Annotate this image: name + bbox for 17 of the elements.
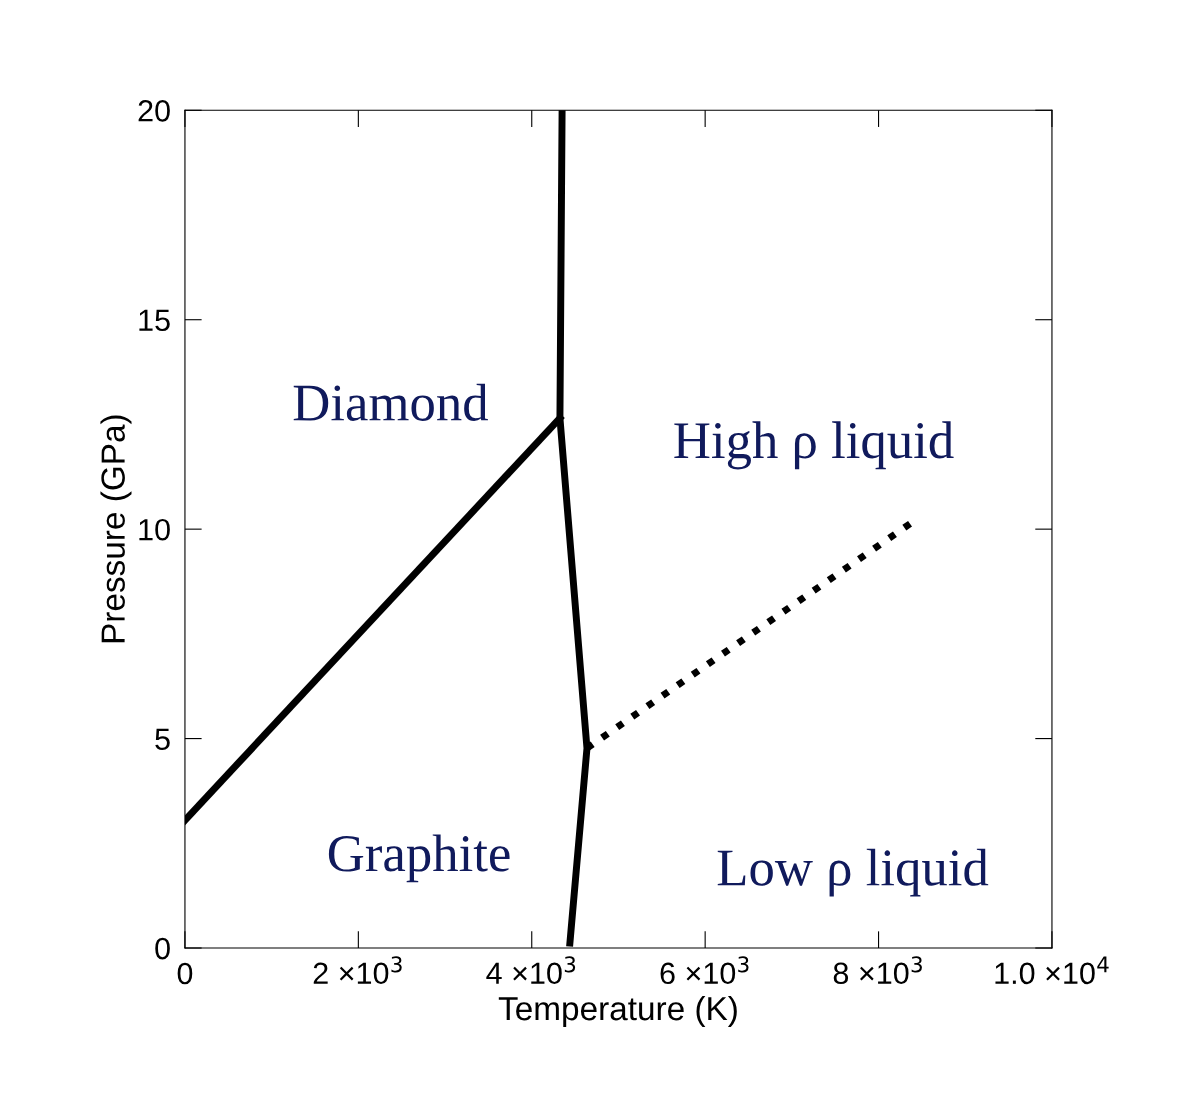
x-tick-label: 4 ×10$^{3}$ bbox=[486, 956, 576, 985]
y-tick-label: 15 bbox=[139, 309, 170, 332]
x-tick-label: 8 ×10$^{3}$ bbox=[833, 956, 922, 985]
x-tick-label: 1.0 ×10$^{4}$ bbox=[995, 956, 1109, 985]
y-tick-label: 20 bbox=[138, 100, 170, 122]
y-tick-label: 5 bbox=[155, 728, 170, 750]
y-tick-label: 0 bbox=[155, 937, 170, 960]
x-tick-label: 2 ×10$^{3}$ bbox=[313, 956, 402, 985]
x-tick-label: 0 bbox=[177, 962, 193, 985]
annotation: High ρ liquid bbox=[674, 421, 954, 470]
y-axis-title: Pressure (GPa) bbox=[100, 415, 132, 643]
y-tick-label: 10 bbox=[139, 518, 170, 541]
annotation: Graphite bbox=[328, 834, 510, 883]
x-axis-title: Temperature (K) bbox=[498, 995, 737, 1028]
annotation: Diamond bbox=[293, 383, 488, 421]
x-tick-label: 6 ×10$^{3}$ bbox=[660, 956, 749, 985]
annotation: Low ρ liquid bbox=[717, 848, 989, 897]
